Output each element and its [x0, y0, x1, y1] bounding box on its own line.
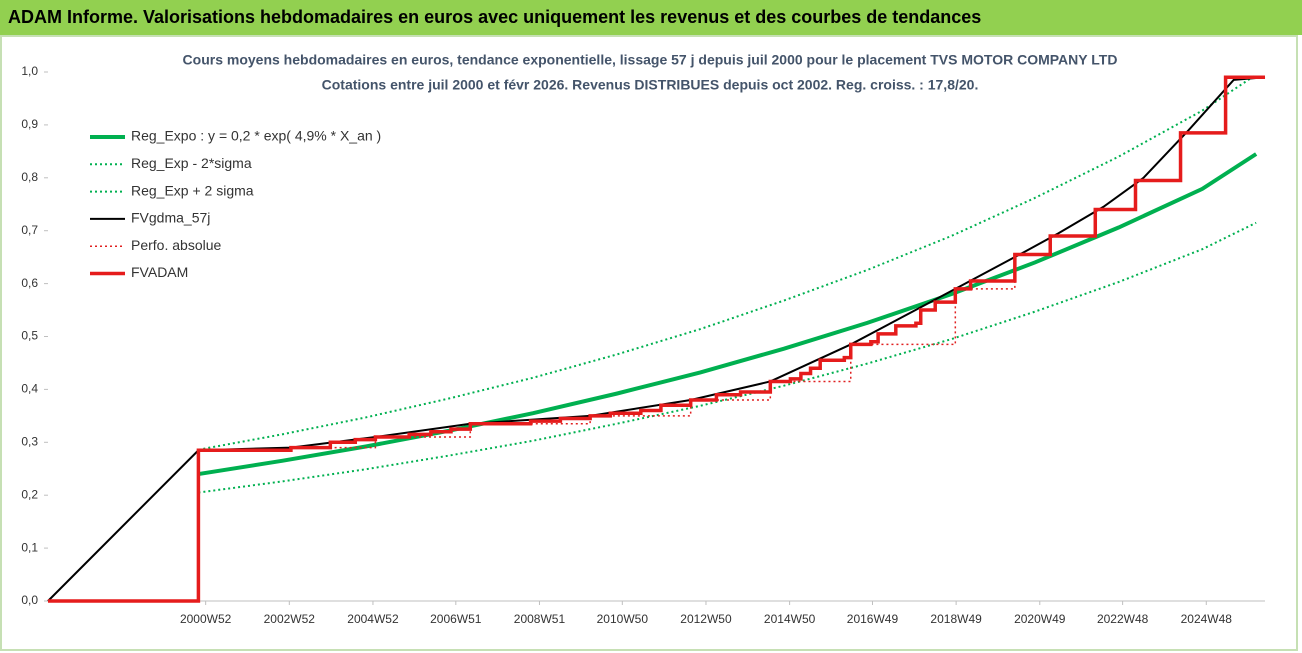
legend-label: Reg_Exp - 2*sigma	[131, 155, 252, 171]
y-tick-label: 0,3	[21, 434, 38, 448]
y-tick-label: 0,4	[21, 382, 38, 396]
y-tick-label: 0,7	[21, 223, 38, 237]
y-tick-label: 0,2	[21, 487, 38, 501]
x-tick-label: 2006W51	[430, 612, 482, 626]
legend-label: Reg_Exp + 2 sigma	[131, 182, 254, 198]
banner-title: ADAM Informe. Valorisations hebdomadaire…	[0, 0, 1302, 35]
legend-label: Reg_Expo : y = 0,2 * exp( 4,9% * X_an )	[131, 128, 381, 144]
x-tick-label: 2024W48	[1181, 612, 1233, 626]
x-tick-label: 2004W52	[347, 612, 399, 626]
x-tick-label: 2022W48	[1097, 612, 1149, 626]
x-tick-label: 2012W50	[680, 612, 732, 626]
legend-label: FVgdma_57j	[131, 210, 210, 226]
chart-title: Cours moyens hebdomadaires en euros, ten…	[183, 52, 1118, 68]
y-tick-label: 0,9	[21, 117, 38, 131]
x-tick-label: 2010W50	[597, 612, 649, 626]
x-tick-label: 2000W52	[180, 612, 232, 626]
legend-label: Perfo. absolue	[131, 237, 221, 253]
x-tick-label: 2018W49	[930, 612, 982, 626]
series-line	[198, 152, 1258, 477]
y-tick-label: 0,8	[21, 170, 38, 184]
chart-subtitle: Cotations entre juil 2000 et févr 2026. …	[322, 77, 979, 93]
x-tick-label: 2008W51	[514, 612, 566, 626]
y-tick-label: 0,5	[21, 329, 38, 343]
y-tick-label: 0,0	[21, 593, 38, 607]
series-line	[48, 75, 1265, 603]
x-tick-label: 2014W50	[764, 612, 816, 626]
series-line	[198, 73, 1257, 451]
chart-frame	[0, 35, 1298, 651]
x-tick-label: 2020W49	[1014, 612, 1066, 626]
series-line	[198, 221, 1257, 494]
legend-label: FVADAM	[131, 264, 188, 280]
x-tick-label: 2016W49	[847, 612, 899, 626]
y-tick-label: 1,0	[21, 64, 38, 78]
x-tick-label: 2002W52	[264, 612, 316, 626]
y-tick-label: 0,6	[21, 276, 38, 290]
series-line	[48, 76, 1265, 602]
y-tick-label: 0,1	[21, 540, 38, 554]
chart: Cours moyens hebdomadaires en euros, ten…	[0, 35, 1298, 651]
